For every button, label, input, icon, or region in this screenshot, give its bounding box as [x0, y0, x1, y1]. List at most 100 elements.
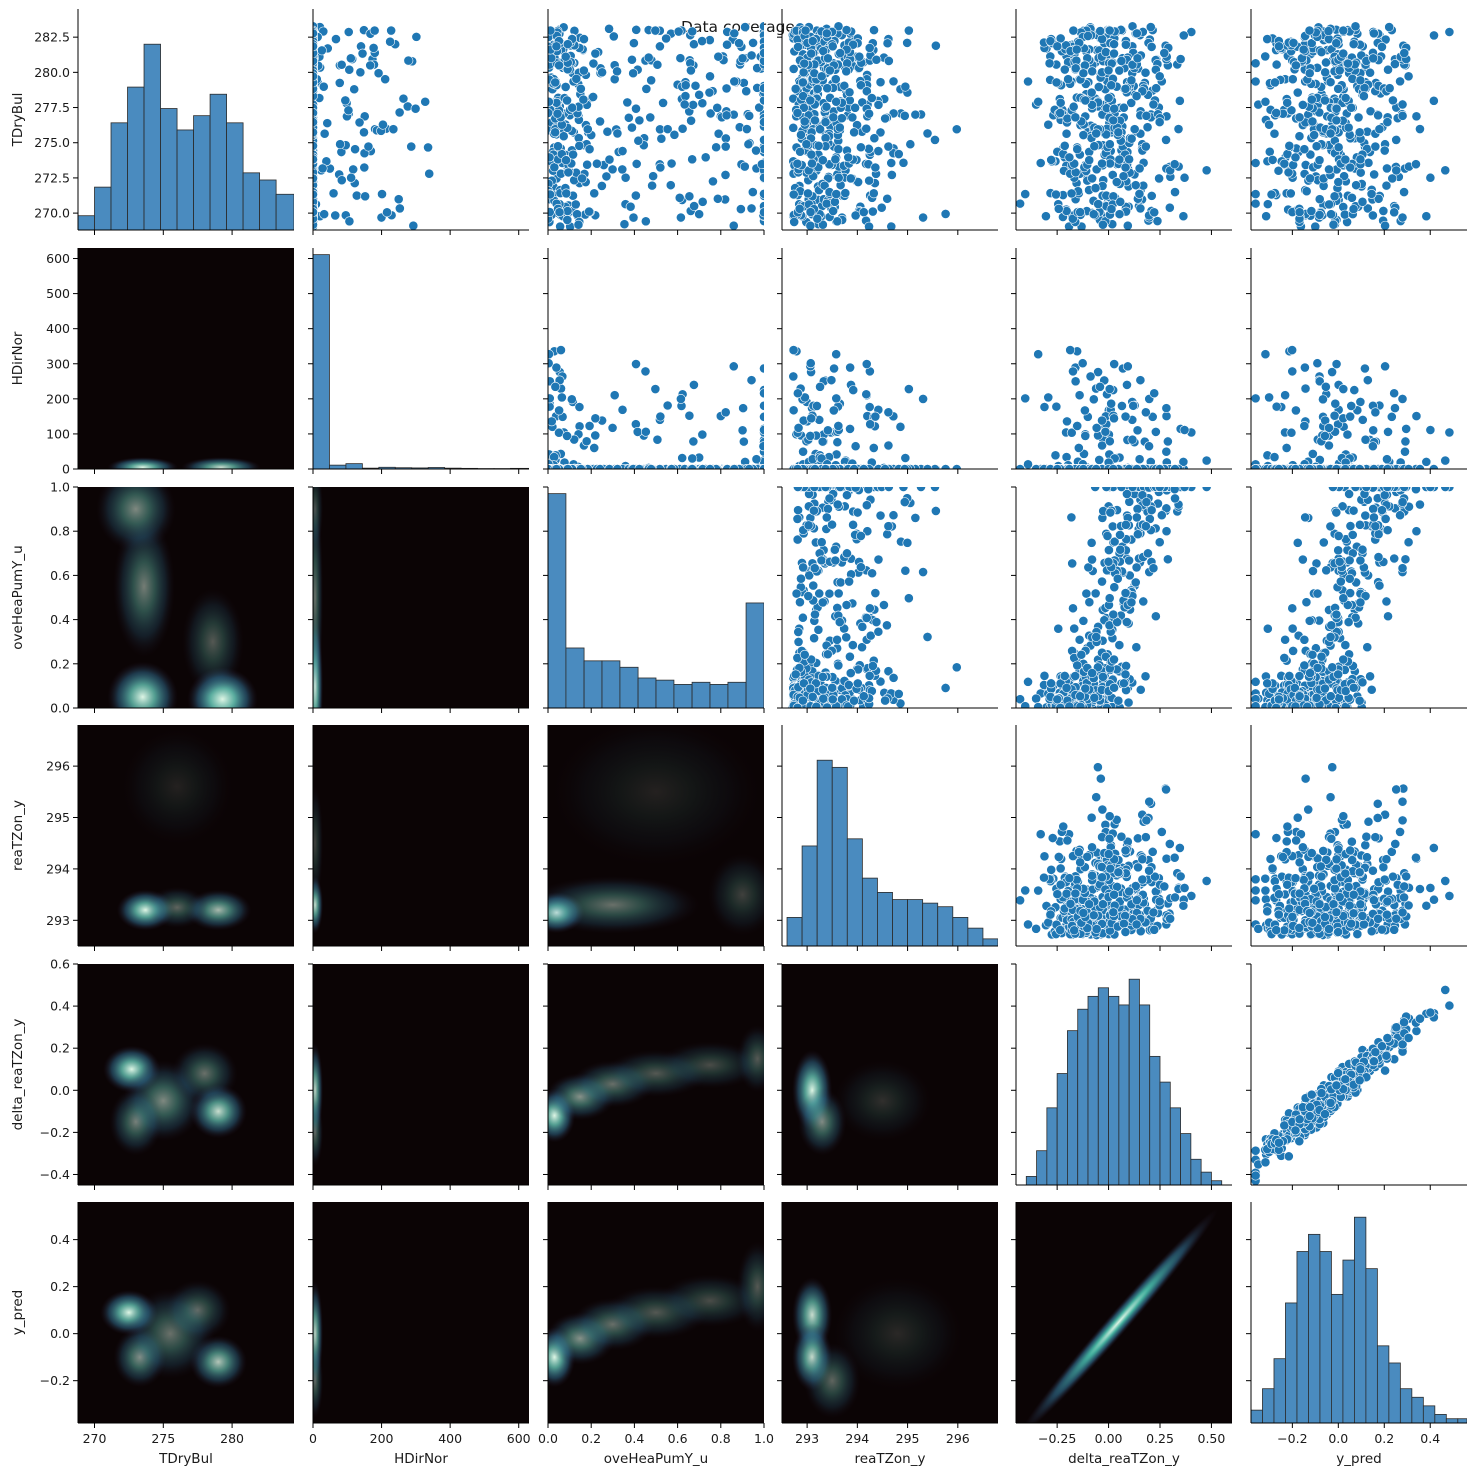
scatter-point	[1130, 180, 1141, 191]
scatter-point	[793, 505, 803, 516]
scatter-point	[1122, 379, 1132, 390]
scatter-point	[828, 206, 839, 216]
scatter-point	[1345, 411, 1356, 422]
scatter-point	[1098, 219, 1108, 230]
scatter-point	[798, 446, 808, 457]
scatter-point	[883, 407, 894, 418]
scatter-point	[1384, 83, 1395, 94]
scatter-point	[793, 637, 804, 647]
scatter-point	[1043, 392, 1054, 403]
scatter-point	[1271, 108, 1282, 118]
scatter-point	[1086, 87, 1097, 98]
scatter-point	[741, 124, 752, 134]
scatter-point	[1391, 135, 1402, 145]
scatter-point	[1304, 68, 1315, 79]
scatter-point	[1118, 102, 1129, 113]
scatter-point	[1324, 164, 1334, 175]
scatter-point	[759, 143, 764, 154]
scatter-point	[850, 441, 861, 452]
scatter-point	[827, 694, 838, 705]
scatter-point	[1292, 87, 1303, 98]
scatter-point	[816, 71, 827, 82]
scatter-point	[886, 158, 897, 168]
scatter-point	[590, 48, 601, 59]
scatter-point	[903, 593, 914, 604]
scatter-point	[350, 144, 360, 155]
scatter-point	[550, 77, 561, 88]
scatter-point	[1044, 58, 1055, 69]
scatter-point	[313, 207, 318, 218]
scatter-point	[903, 25, 914, 36]
scatter-point	[744, 110, 755, 121]
scatter-point	[759, 363, 764, 374]
scatter-point	[1307, 116, 1318, 127]
hist-bar	[226, 122, 244, 230]
scatter-point	[712, 102, 723, 113]
scatter-point	[1269, 128, 1280, 139]
scatter-point	[886, 221, 897, 230]
scatter-point	[652, 434, 663, 445]
scatter-point	[867, 568, 878, 579]
scatter-point	[848, 39, 858, 50]
scatter-point	[1043, 119, 1054, 130]
scatter-point	[1041, 211, 1051, 222]
scatter-point	[1104, 545, 1114, 555]
hist-bar	[691, 681, 711, 708]
scatter-point	[689, 379, 699, 390]
scatter-point	[640, 216, 651, 227]
scatter-point	[819, 180, 830, 191]
scatter-point	[1297, 99, 1308, 110]
scatter-point	[876, 487, 887, 492]
scatter-point	[1274, 41, 1284, 52]
scatter-point	[1286, 105, 1297, 116]
scatter-point	[799, 116, 810, 127]
scatter-point	[1355, 397, 1366, 407]
scatter-point	[1178, 211, 1189, 222]
scatter-point	[848, 385, 859, 396]
scatter-point	[1179, 172, 1190, 183]
scatter-point	[794, 203, 805, 214]
scatter-point	[883, 56, 894, 66]
scatter-point	[886, 170, 897, 180]
scatter-point	[759, 172, 764, 183]
scatter-point	[1156, 510, 1167, 521]
scatter-point	[795, 146, 806, 157]
panel-2-2	[543, 486, 765, 713]
hist-bar	[637, 677, 657, 708]
panel-1-5	[1246, 248, 1467, 474]
scatter-point	[1403, 71, 1414, 82]
scatter-point	[684, 410, 695, 421]
scatter-point	[893, 689, 904, 699]
scatter-point	[394, 107, 405, 118]
scatter-point	[562, 39, 573, 50]
scatter-point	[1285, 188, 1296, 199]
scatter-point	[1103, 65, 1114, 76]
scatter-point	[864, 175, 875, 186]
scatter-point	[1053, 203, 1064, 214]
scatter-point	[589, 188, 600, 199]
scatter-point	[1162, 554, 1173, 565]
scatter-point	[1264, 392, 1275, 403]
scatter-point	[720, 407, 731, 418]
scatter-point	[751, 145, 761, 156]
scatter-point	[828, 112, 839, 123]
scatter-point	[1120, 411, 1131, 422]
scatter-point	[832, 437, 843, 448]
hist-bar	[110, 122, 128, 230]
scatter-point	[1333, 177, 1344, 187]
scatter-point	[1365, 106, 1376, 117]
scatter-point	[864, 43, 875, 53]
panel-0-5	[1246, 9, 1467, 235]
scatter-point	[1389, 207, 1400, 218]
scatter-point	[930, 506, 941, 516]
scatter-point	[343, 27, 354, 37]
scatter-point	[1338, 48, 1349, 59]
scatter-point	[627, 122, 637, 133]
scatter-point	[875, 127, 886, 138]
scatter-point	[1052, 41, 1063, 52]
scatter-point	[1339, 171, 1349, 182]
scatter-point	[1031, 693, 1042, 704]
scatter-point	[852, 507, 863, 518]
scatter-point	[845, 668, 856, 678]
scatter-point	[856, 562, 866, 573]
